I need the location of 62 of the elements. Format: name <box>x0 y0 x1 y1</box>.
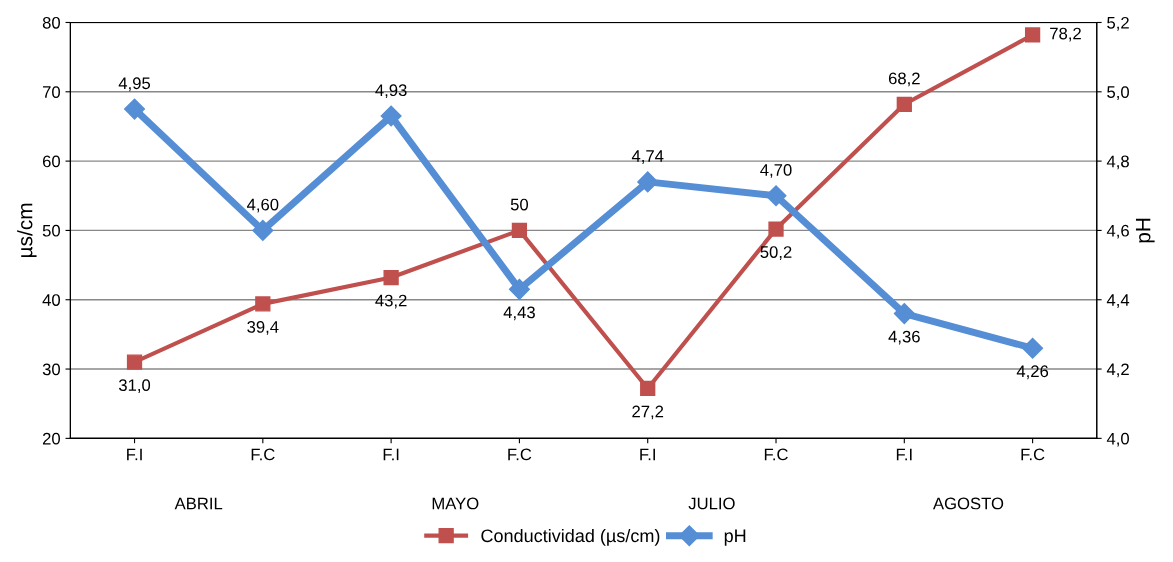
legend-label: Conductividad (µs/cm) <box>481 528 660 546</box>
x-tick-label: F.C <box>251 448 275 461</box>
point <box>383 269 399 286</box>
text: MAYO <box>432 497 479 510</box>
y2-axis-title: pH <box>1135 218 1155 243</box>
text: AGOSTO <box>932 497 1004 510</box>
point <box>380 105 402 127</box>
point <box>768 221 784 237</box>
point <box>1022 337 1044 359</box>
x-tick-label: F.I <box>896 448 912 461</box>
y2-tick-label: 4,8 <box>1106 155 1129 170</box>
y-tick-label: 20 <box>42 432 61 445</box>
x-tick-label: F.C <box>508 448 532 461</box>
y2-tick-label: 4,0 <box>1106 432 1129 447</box>
data-label: 4,93 <box>375 84 407 99</box>
point <box>637 171 659 193</box>
data-label: 4,36 <box>888 330 920 345</box>
point <box>252 219 274 241</box>
y-tick-label: 60 <box>42 155 61 168</box>
y-tick-label: 50 <box>42 224 61 237</box>
y-tick-label: 30 <box>42 363 61 376</box>
point <box>255 296 271 312</box>
y-axis-title: µs/cm <box>17 203 37 257</box>
data-label: 4,74 <box>631 150 664 164</box>
x-tick-label: F.C <box>764 448 788 461</box>
point <box>1024 27 1041 43</box>
data-label: 27,2 <box>632 405 664 420</box>
data-label: 31,0 <box>118 379 151 393</box>
text: JULIO <box>688 497 735 510</box>
point <box>126 354 143 370</box>
point <box>896 96 912 112</box>
point <box>640 380 656 397</box>
data-label: 39,4 <box>247 321 279 335</box>
y-tick-label: 80 <box>42 16 61 29</box>
point <box>893 303 915 325</box>
y2-tick-label: 4,6 <box>1106 224 1129 239</box>
data-label: 4,60 <box>246 198 279 213</box>
data-label: 68,2 <box>888 72 920 87</box>
data-label: 50 <box>510 198 529 211</box>
y2-tick-label: 5,2 <box>1107 16 1129 31</box>
point <box>765 185 787 207</box>
y2-tick-label: 4,4 <box>1106 294 1130 308</box>
data-label: 43,2 <box>375 294 407 309</box>
x-tick-label: F.C <box>1021 448 1045 461</box>
x-tick-label: F.I <box>640 448 655 461</box>
legend-label: pH <box>724 529 746 546</box>
data-label: 4,43 <box>503 306 535 321</box>
point <box>508 278 530 300</box>
data-label: 4,70 <box>760 164 792 178</box>
point <box>511 222 528 239</box>
y2-tick-label: 4,2 <box>1106 363 1129 378</box>
x-tick-label: F.I <box>383 448 399 461</box>
point <box>124 98 146 120</box>
y-tick-label: 70 <box>42 86 61 98</box>
data-label: 50,2 <box>760 246 792 260</box>
text: ABRIL <box>174 497 223 510</box>
data-label: 4,95 <box>118 77 151 92</box>
y2-tick-label: 5,0 <box>1107 86 1129 100</box>
y-tick-label: 40 <box>42 294 61 306</box>
data-label: 4,26 <box>1016 365 1049 380</box>
x-tick-label: F.I <box>127 448 142 461</box>
data-label: 78,2 <box>1050 27 1081 42</box>
